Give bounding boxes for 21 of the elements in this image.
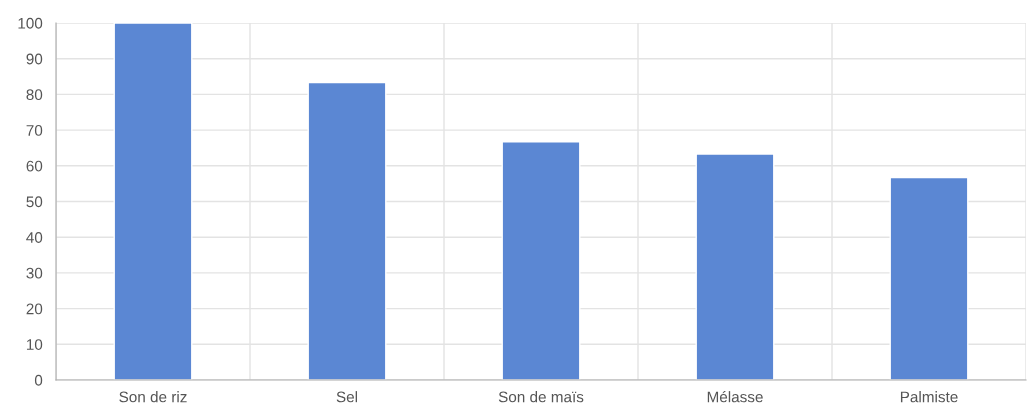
y-tick-label: 40 [26,232,43,243]
y-tick-label: 60 [26,160,43,172]
y-tick-label: 90 [26,53,43,65]
y-tick-label: 50 [26,196,43,208]
x-tick-label: Son de maïs [498,391,584,403]
y-tick-label: 30 [26,267,43,279]
y-tick-label: 10 [26,339,43,350]
x-tick-label: Son de riz [119,391,187,403]
x-tick-label: Mélasse [707,390,763,403]
bar [113,23,193,380]
y-tick-label: 80 [26,89,43,101]
y-tick-label: 20 [26,303,43,315]
bar [695,153,775,380]
y-tick-label: 100 [18,17,43,29]
x-tick-label: Palmiste [900,391,958,403]
y-tick-label: 0 [34,374,43,386]
bar [307,81,387,380]
bar [501,141,581,380]
y-tick-label: 70 [26,124,43,136]
x-tick-label: Sel [336,391,358,403]
bar [889,176,969,380]
